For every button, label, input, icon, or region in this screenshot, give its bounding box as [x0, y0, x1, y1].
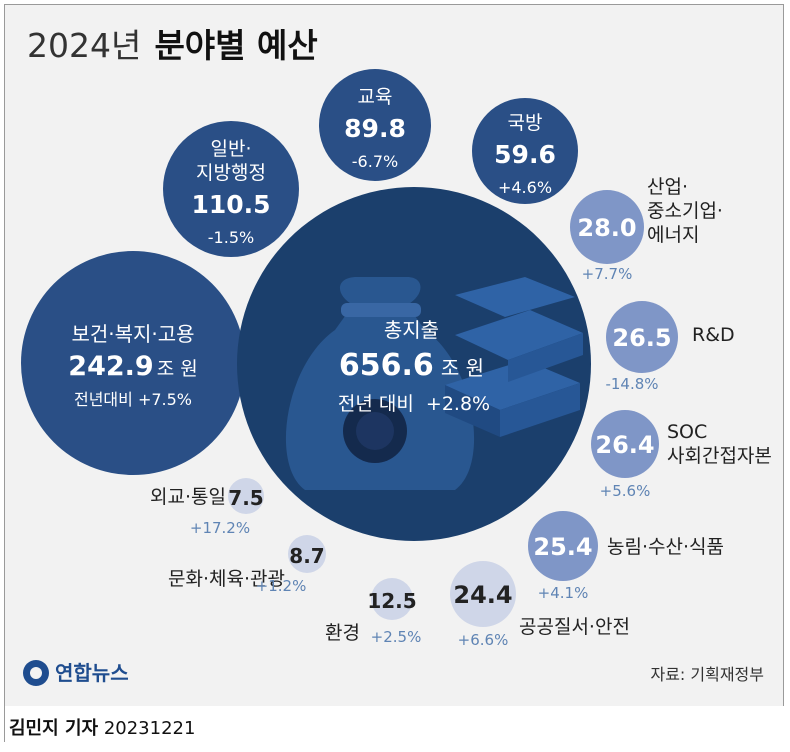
total-change-prefix: 전년 대비 [338, 393, 414, 415]
bubble-circle [288, 535, 326, 573]
bubble-name: 보건·복지·고용 [71, 322, 194, 346]
reporter-line: 김민지 기자 20231221 [9, 714, 195, 740]
title-year: 2024년 [27, 26, 141, 65]
bubble-name: 에너지 [647, 224, 699, 246]
bubble-5: 28.0 산업·중소기업·에너지 +7.7% [570, 176, 723, 283]
bubble-6: 26.5 R&D -14.8% [605, 301, 735, 393]
bubble-circle [21, 251, 245, 475]
total-change-line: 전년 대비 +2.8% [338, 393, 490, 415]
bubble-value: 110.5 [191, 190, 270, 219]
bubble-10: 12.5 환경 +2.5% [325, 578, 421, 646]
money-bag-icon [285, 277, 475, 490]
bubble-name: 교육 [358, 86, 393, 108]
bubble-value: 59.6 [494, 140, 556, 169]
bubble-name: 일반· [211, 138, 252, 160]
bubble-circle [606, 301, 678, 373]
total-label: 총지출 [384, 318, 439, 342]
bubble-circle [228, 478, 264, 514]
bubble-value: 25.4 [533, 533, 592, 561]
bubble-name: 지방행정 [196, 162, 266, 184]
bubble-name: 사회간접자본 [667, 445, 772, 467]
bubble-circle [472, 98, 578, 204]
bubble-8: 25.4 농림·수산·식품 +4.1% [528, 511, 724, 602]
bubble-change: +4.6% [498, 178, 552, 197]
bubble-change: -14.8% [605, 375, 658, 393]
bubble-circle [591, 410, 659, 478]
bubble-name: 국방 [508, 112, 543, 134]
bubble-name: 농림·수산·식품 [607, 536, 724, 558]
bubble-4: 국방 59.6 +4.6% [472, 98, 578, 204]
total-value-line: 656.6 조 원 [339, 348, 489, 383]
bubble-value: 89.8 [344, 114, 406, 143]
bubble-9: 24.4 공공질서·안전 +6.6% [450, 561, 630, 649]
bubble-name: 중소기업· [647, 200, 723, 222]
bubble-value: 7.5 [228, 486, 263, 510]
bubble-value: 12.5 [367, 589, 416, 613]
bubble-circle [450, 561, 516, 627]
bubble-circle [319, 69, 431, 181]
bubble-circle [570, 190, 644, 264]
bubble-name: 산업· [647, 176, 688, 198]
bubble-name: R&D [692, 324, 735, 346]
footer: 김민지 기자 20231221 [5, 706, 785, 746]
bubble-change: +17.2% [190, 519, 250, 537]
total-text: 총지출 656.6 조 원 전년 대비 +2.8% [338, 318, 490, 415]
bubble-12: 7.5외교·통일 +17.2% [150, 478, 264, 537]
bubble-change: +7.7% [582, 265, 633, 283]
bubble-change: +6.6% [458, 631, 509, 649]
title-main: 분야별 예산 [154, 26, 317, 65]
total-unit: 조 원 [441, 356, 484, 380]
bubble-3: 일반·지방행정 110.5 -1.5% [163, 121, 299, 257]
bubble-circle [528, 511, 598, 581]
bubble-name: 외교·통일 [150, 486, 226, 508]
yonhap-logo: 연합뉴스 [23, 660, 129, 686]
bubble-name: 공공질서·안전 [519, 616, 630, 638]
bubble-change: -6.7% [352, 152, 398, 171]
bubble-11: 8.7문화·체육·관광+1.2% [168, 535, 326, 595]
reporter-name: 김민지 기자 [9, 718, 99, 739]
bubble-name: 문화·체육·관광 [168, 568, 285, 590]
bubble-change: 전년대비 +7.5% [74, 390, 192, 409]
source-text: 자료: 기획재정부 [650, 665, 764, 684]
report-date: 20231221 [103, 718, 196, 739]
bubble-change: +1.2% [256, 577, 307, 595]
bubble-value: 242.9 조 원 [68, 351, 197, 382]
bubble-value: 24.4 [453, 581, 512, 609]
bubble-change: +4.1% [538, 584, 589, 602]
bubble-value: 8.7 [289, 544, 324, 568]
bubble-value: 28.0 [577, 214, 636, 242]
total-change: +2.8% [426, 393, 490, 415]
bubble-change: -1.5% [208, 228, 254, 247]
bubble-value: 26.4 [595, 431, 654, 459]
yonhap-logo-text: 연합뉴스 [55, 661, 129, 685]
bubble-name: SOC [667, 421, 707, 443]
bubble-2: 교육 89.8 -6.7% [319, 69, 431, 181]
chart-title: 2024년 분야별 예산 [27, 26, 318, 65]
cash-bundles-icon [445, 277, 583, 437]
bubble-circle [163, 121, 299, 257]
total-value: 656.6 [339, 348, 434, 383]
bubble-name: 환경 [325, 622, 360, 644]
bubble-change: +5.6% [600, 482, 651, 500]
bubble-circle [371, 578, 413, 620]
bubble-value: 26.5 [612, 324, 671, 352]
bubble-change: +2.5% [371, 628, 422, 646]
total-budget-bubble: 총지출 656.6 조 원 전년 대비 +2.8% [237, 187, 591, 541]
